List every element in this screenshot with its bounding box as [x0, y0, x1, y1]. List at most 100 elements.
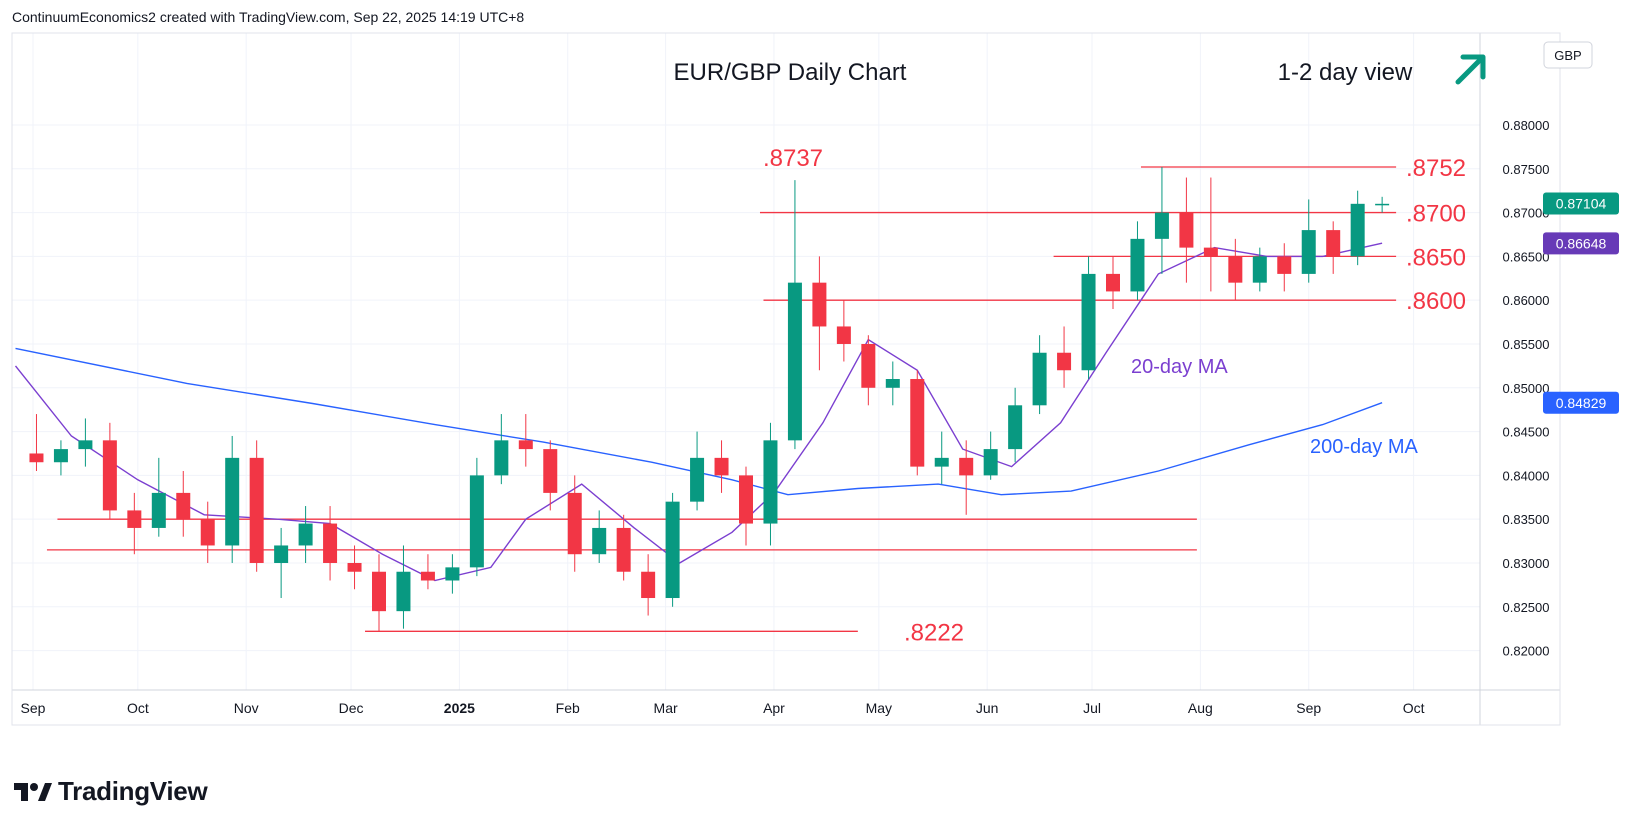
level-annotation: .8752 [1406, 155, 1466, 182]
candle-body [1106, 273, 1120, 292]
ma200-label: 200-day MA [1310, 436, 1418, 458]
candle-body [1057, 352, 1072, 371]
candle-body [1228, 256, 1243, 283]
tradingview-logo-text: TradingView [58, 776, 208, 806]
ma20-badge: 0.86648 [1543, 232, 1619, 255]
candle-body [910, 379, 925, 467]
y-tick-label: 0.87500 [1503, 162, 1550, 177]
candle-body [127, 510, 142, 528]
candle-body [1252, 256, 1267, 283]
candles [29, 167, 1390, 632]
x-tick-label: Oct [127, 700, 149, 716]
candle-body [1130, 238, 1145, 292]
candle-body [983, 449, 998, 476]
candle-body [714, 457, 729, 476]
candle-body [225, 457, 240, 546]
x-tick-label: Sep [21, 700, 46, 716]
candle-body [690, 457, 705, 502]
candle-body [249, 457, 264, 563]
candle-body [1008, 405, 1023, 450]
y-tick-label: 0.87000 [1503, 206, 1550, 221]
grid [12, 33, 1480, 690]
x-tick-label: May [866, 700, 892, 716]
x-tick-label: Jun [976, 700, 999, 716]
candle-body [53, 449, 68, 463]
chart-title: EUR/GBP Daily Chart [674, 59, 907, 86]
candle-body [885, 379, 900, 388]
y-tick-label: 0.82000 [1503, 644, 1550, 659]
x-tick-label: Oct [1403, 700, 1425, 716]
candle-body [1081, 273, 1096, 371]
candle-body [200, 519, 215, 546]
candle-body [323, 523, 338, 563]
y-tick-label: 0.85500 [1503, 337, 1550, 352]
candle-body [1154, 212, 1169, 239]
candle-body [396, 571, 411, 612]
y-tick-label: 0.84000 [1503, 468, 1550, 483]
candle-body [1326, 230, 1341, 257]
candle-body [616, 527, 631, 572]
y-tick-label: 0.83500 [1503, 512, 1550, 527]
candle-body [298, 523, 313, 546]
candle-body [739, 475, 753, 524]
candle-body [518, 440, 533, 450]
y-tick-label: 0.88000 [1503, 118, 1550, 133]
candle-body [176, 492, 191, 520]
price-badge: 0.87104 [1543, 192, 1619, 215]
y-tick-label: 0.86500 [1503, 249, 1550, 264]
ma200-badge: 0.84829 [1543, 391, 1619, 414]
ma200-line [15, 347, 1383, 496]
chart-header-text: ContinuumEconomics2 created with Trading… [12, 9, 525, 25]
candle-body [1179, 212, 1194, 248]
candle-body [934, 457, 949, 467]
candle-body [763, 440, 778, 524]
candle-body [641, 571, 656, 599]
candle-body [445, 567, 460, 581]
axes: 0.88000 0.87500 0.87000 0.86500 0.86000 0.855… [11, 32, 1561, 726]
tradingview-logo-icon [14, 782, 52, 801]
level-annotation: .8700 [1406, 201, 1466, 228]
view-label: 1-2 day view [1278, 59, 1413, 86]
level-annotation: .8222 [904, 619, 964, 646]
support-resistance-levels [46, 166, 1397, 632]
candle-body [787, 282, 802, 441]
y-tick-label: 0.83000 [1503, 556, 1550, 571]
candle-body [347, 562, 362, 572]
level-annotation: .8737 [763, 145, 823, 172]
candle-body [567, 492, 582, 555]
x-tick-label: Jul [1083, 700, 1101, 716]
candle-body [1203, 247, 1218, 257]
candle-body [861, 343, 876, 388]
level-annotation: .8650 [1406, 244, 1466, 271]
ma20-label: 20-day MA [1131, 356, 1228, 378]
x-tick-label: Mar [654, 700, 678, 716]
candle-body [812, 282, 827, 327]
candle-body [29, 453, 44, 463]
ma20-line [14, 242, 1383, 582]
tradingview-logo[interactable]: TradingView [14, 776, 208, 807]
candle-body [592, 527, 607, 555]
candle-body [1277, 256, 1292, 274]
ma200-value: 0.84829 [1556, 395, 1607, 411]
currency-badge: GBP [1543, 41, 1593, 69]
candle-body [1301, 230, 1316, 274]
x-tick-label: Apr [763, 700, 785, 716]
candle-body [372, 571, 386, 612]
x-tick-label: Nov [234, 700, 259, 716]
candle-body [1032, 352, 1047, 406]
y-tick-label: 0.85000 [1503, 381, 1550, 396]
ma20-value: 0.86648 [1556, 235, 1607, 251]
candle-body [274, 545, 289, 563]
candle-body [1350, 203, 1365, 257]
y-tick-label: 0.84500 [1503, 425, 1550, 440]
candle-body [543, 449, 558, 493]
candle-body [102, 440, 117, 511]
candle-body [469, 475, 484, 568]
arrow-up-right-icon [1455, 54, 1486, 85]
candle-body [1375, 203, 1390, 206]
annotations: .8737 .8752 .8700 .8650 .8600 .8222 [763, 145, 1466, 646]
candle-body [420, 571, 435, 581]
x-tick-label: Sep [1296, 700, 1321, 716]
x-tick-label: 2025 [444, 700, 475, 716]
